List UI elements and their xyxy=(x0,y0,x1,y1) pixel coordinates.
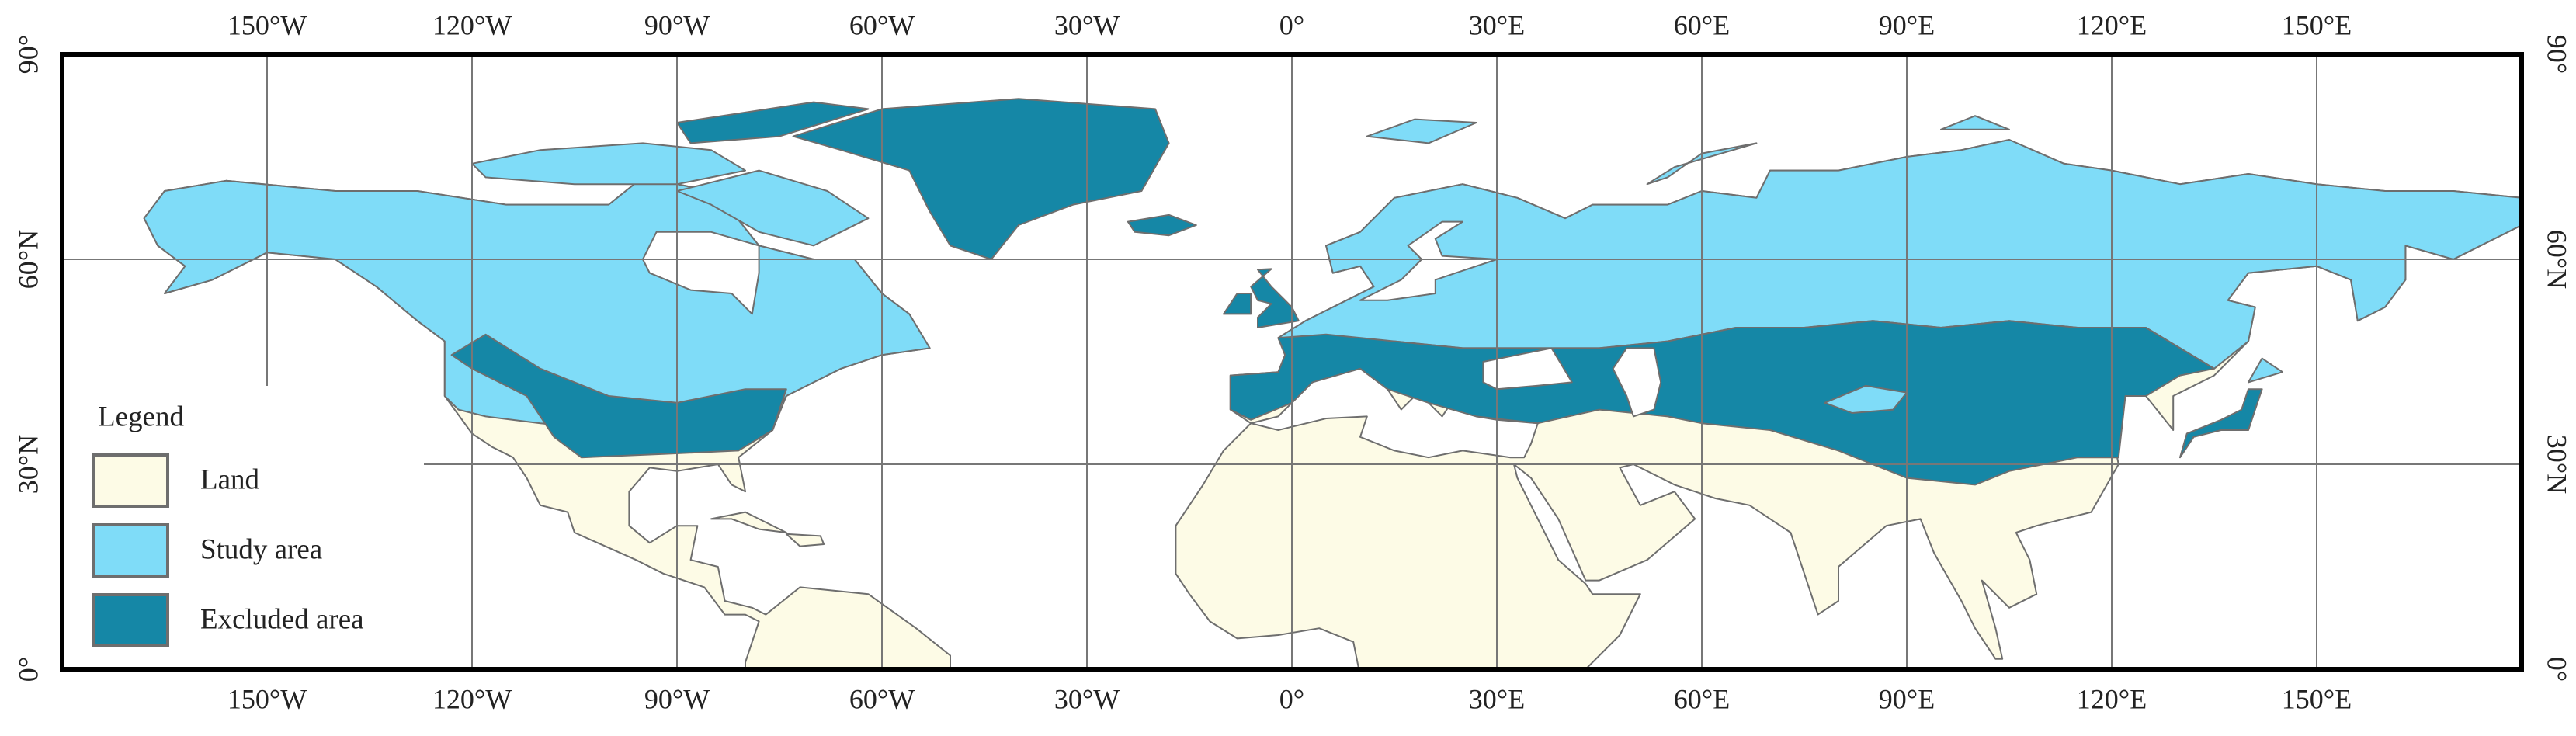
graticule xyxy=(62,54,2522,669)
excluded-area-ellesmere xyxy=(677,102,868,144)
excluded-area-greenland xyxy=(793,99,1169,259)
latitude-label-left: 30°N xyxy=(12,435,43,494)
latitude-label-right: 0° xyxy=(2542,657,2573,682)
longitude-label-bottom: 150°E xyxy=(2282,683,2352,714)
longitude-label-top: 120°W xyxy=(432,9,512,40)
latitude-label-right: 90° xyxy=(2542,35,2573,74)
coordinate-labels: 150°W 150°W 120°W 120°W 90°W 90°W 60°W 60°W 30°W… xyxy=(12,9,2572,714)
longitude-label-top: 150°E xyxy=(2282,9,2352,40)
longitude-label-bottom: 150°W xyxy=(227,683,307,714)
legend-swatch xyxy=(92,453,169,508)
legend: Legend Land Study area Excluded area xyxy=(62,386,424,669)
caspian-sea xyxy=(1613,348,1661,416)
latitude-label-right: 30°N xyxy=(2542,435,2573,494)
longitude-label-top: 30°E xyxy=(1469,9,1525,40)
land-hispaniola xyxy=(786,534,824,547)
longitude-label-top: 90°W xyxy=(644,9,710,40)
longitude-label-bottom: 30°E xyxy=(1469,683,1525,714)
excluded-area-japan xyxy=(2180,389,2262,457)
study-area-tarim xyxy=(1824,386,1907,413)
longitude-label-bottom: 60°W xyxy=(849,683,915,714)
study-area-svalbard xyxy=(1367,120,1477,144)
study-area-eurasia xyxy=(1278,140,2522,369)
longitude-label-top: 60°E xyxy=(1674,9,1730,40)
longitude-label-bottom: 120°E xyxy=(2077,683,2147,714)
study-area-severnaya-zemlya xyxy=(1941,116,2009,130)
latitude-label-left: 60°N xyxy=(12,230,43,289)
longitude-label-top: 90°E xyxy=(1879,9,1935,40)
land-cuba xyxy=(711,512,786,533)
study-area-hokkaido xyxy=(2248,359,2283,383)
longitude-label-top: 120°E xyxy=(2077,9,2147,40)
longitude-label-top: 0° xyxy=(1279,9,1304,40)
legend-label: Land xyxy=(200,463,260,495)
longitude-label-top: 30°W xyxy=(1054,9,1120,40)
legend-swatch xyxy=(92,523,169,578)
legend-swatch xyxy=(92,593,169,647)
map-frame xyxy=(60,52,2524,672)
baltic-sea xyxy=(1360,222,1497,300)
latitude-label-left: 90° xyxy=(12,35,43,74)
study-area-baffin xyxy=(677,171,868,246)
longitude-label-bottom: 0° xyxy=(1279,683,1304,714)
excluded-area-britain xyxy=(1251,269,1299,328)
longitude-label-bottom: 120°W xyxy=(432,683,512,714)
longitude-label-bottom: 90°W xyxy=(644,683,710,714)
geography xyxy=(144,99,2522,669)
legend-title: Legend xyxy=(98,401,184,432)
legend-label: Study area xyxy=(200,533,322,565)
latitude-label-left: 0° xyxy=(12,657,43,682)
longitude-label-top: 60°W xyxy=(849,9,915,40)
excluded-area-ireland xyxy=(1224,293,1251,314)
excluded-area-iceland xyxy=(1128,215,1196,235)
legend-label: Excluded area xyxy=(200,603,364,635)
hudson-bay xyxy=(643,232,759,314)
latitude-label-right: 60°N xyxy=(2542,230,2573,289)
longitude-label-bottom: 30°W xyxy=(1054,683,1120,714)
black-sea xyxy=(1483,348,1571,389)
longitude-label-top: 150°W xyxy=(227,9,307,40)
longitude-label-bottom: 90°E xyxy=(1879,683,1935,714)
longitude-label-bottom: 60°E xyxy=(1674,683,1730,714)
excluded-area-eurasia xyxy=(1231,321,2214,484)
study-area-novaya-zemlya xyxy=(1647,143,1757,184)
